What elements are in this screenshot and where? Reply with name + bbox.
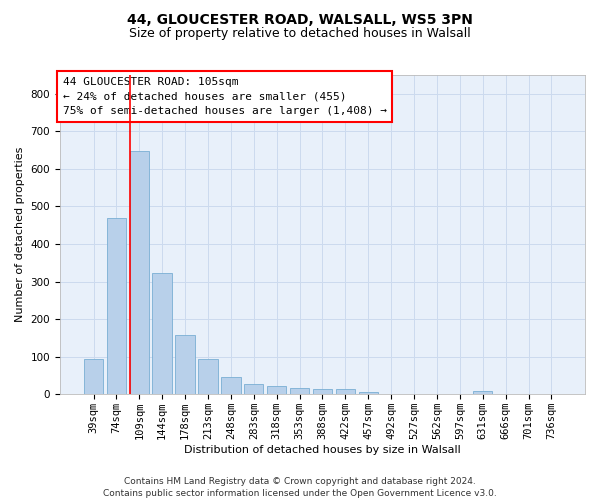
Bar — [221, 377, 241, 394]
Bar — [84, 358, 103, 394]
Text: Contains HM Land Registry data © Crown copyright and database right 2024.
Contai: Contains HM Land Registry data © Crown c… — [103, 476, 497, 498]
Bar — [130, 151, 149, 394]
Text: 44 GLOUCESTER ROAD: 105sqm
← 24% of detached houses are smaller (455)
75% of sem: 44 GLOUCESTER ROAD: 105sqm ← 24% of deta… — [62, 76, 386, 116]
Text: Size of property relative to detached houses in Walsall: Size of property relative to detached ho… — [129, 28, 471, 40]
Bar — [244, 384, 263, 394]
Bar — [313, 389, 332, 394]
Text: 44, GLOUCESTER ROAD, WALSALL, WS5 3PN: 44, GLOUCESTER ROAD, WALSALL, WS5 3PN — [127, 12, 473, 26]
X-axis label: Distribution of detached houses by size in Walsall: Distribution of detached houses by size … — [184, 445, 461, 455]
Bar — [107, 218, 126, 394]
Bar — [267, 386, 286, 394]
Bar — [359, 392, 378, 394]
Bar — [152, 273, 172, 394]
Bar — [290, 388, 309, 394]
Bar — [335, 389, 355, 394]
Bar — [198, 360, 218, 394]
Bar — [473, 390, 493, 394]
Bar — [175, 335, 195, 394]
Y-axis label: Number of detached properties: Number of detached properties — [15, 147, 25, 322]
